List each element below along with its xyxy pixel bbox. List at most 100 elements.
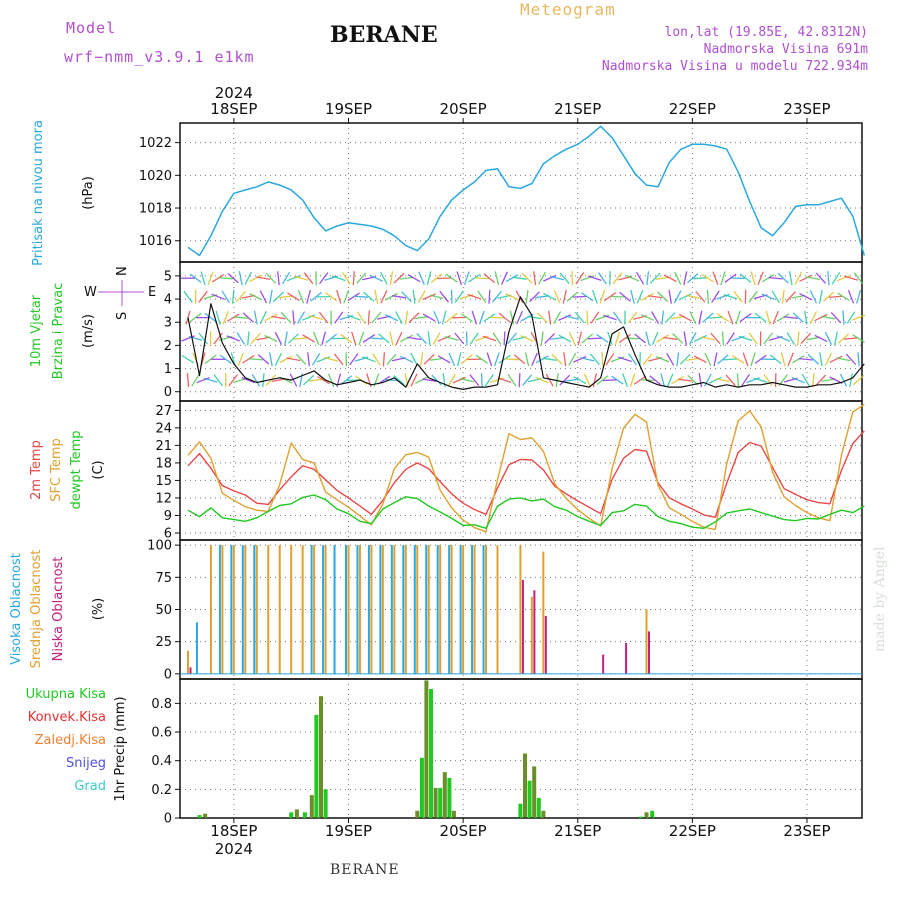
wind-arrow <box>811 373 815 388</box>
wind-arrow <box>540 331 544 346</box>
wind-arrow <box>648 295 663 299</box>
wind-arrow <box>661 310 665 325</box>
wind-arrow <box>559 272 570 285</box>
wind-arrow <box>824 352 833 366</box>
wind-arrow <box>520 335 534 342</box>
wind-arrow <box>603 314 617 321</box>
wind-arrow <box>247 331 250 346</box>
wind-arrow <box>352 271 355 286</box>
wind-arrow <box>259 311 267 325</box>
wind-arrow <box>486 352 493 367</box>
wind-arrow <box>395 331 403 346</box>
precip-bar <box>197 815 202 818</box>
wind-arrow <box>437 335 451 342</box>
wind-arrow <box>586 310 589 325</box>
wind-arrow <box>852 334 865 343</box>
wind-arrow <box>828 295 843 299</box>
temperature-panel-frame <box>179 400 863 541</box>
wind-arrow <box>588 275 602 282</box>
wind-arrow <box>287 292 300 301</box>
wind-arrow <box>441 310 447 325</box>
wind-arrow <box>318 311 329 324</box>
wind-arrow <box>259 290 268 304</box>
wind-arrow <box>249 293 263 301</box>
wind-arrow <box>349 353 359 366</box>
temperature-line-1 <box>187 403 865 533</box>
wind-arrow <box>664 312 676 324</box>
cloud-ylabel-high: Visoka Oblacnost <box>9 553 24 665</box>
y-tick-label: 4 <box>164 293 172 308</box>
wind-arrow <box>721 331 725 346</box>
wind-arrow <box>715 378 730 383</box>
wind-arrow <box>545 373 554 387</box>
wind-arrow <box>704 352 712 366</box>
wind-arrow <box>796 331 800 346</box>
wind-arrow <box>501 271 508 285</box>
wind-arrow <box>196 376 210 384</box>
wind-arrow <box>380 271 388 285</box>
wind-arrow <box>668 289 672 304</box>
wind-arrow <box>516 310 523 325</box>
wind-arrow <box>702 312 714 323</box>
wind-arrow <box>241 376 256 384</box>
precip-bar <box>451 810 456 818</box>
wind-arrow <box>437 355 451 364</box>
wind-arrow <box>799 274 813 282</box>
y-tick-label: 2 <box>164 339 172 354</box>
wind-arrow <box>563 352 567 367</box>
y-tick-label: 24 <box>155 421 172 436</box>
wind-arrow <box>522 374 533 386</box>
wind-arrow <box>562 289 567 304</box>
y-tick-label: 0.6 <box>151 726 172 741</box>
wind-arrow <box>512 276 527 280</box>
wind-arrow <box>687 273 699 284</box>
wind-arrow <box>822 291 835 302</box>
wind-arrow <box>656 334 670 343</box>
wind-arrow <box>218 276 233 280</box>
precip-bar <box>536 797 541 818</box>
wind-arrow <box>809 290 817 304</box>
wind-arrow <box>219 354 232 365</box>
wind-arrow <box>837 333 850 344</box>
wind-arrow <box>532 271 537 286</box>
wind-arrow <box>568 352 577 366</box>
model-altitude-label: Nadmorska Visina u modelu 722.934m <box>601 59 868 74</box>
wind-arrow <box>720 271 726 286</box>
wind-arrow <box>334 311 344 324</box>
wind-arrow <box>605 353 615 366</box>
day-label-top: 23SEP <box>783 100 830 118</box>
precip-legend-0: Ukupna Kisa <box>26 687 106 702</box>
precip-bar <box>644 812 649 818</box>
wind-arrow <box>294 337 309 340</box>
y-tick-label: 6 <box>164 526 172 541</box>
wind-arrow <box>294 275 308 281</box>
wind-arrow <box>829 355 843 363</box>
wind-arrow <box>663 274 677 283</box>
y-tick-label: 5 <box>164 269 172 284</box>
wind-arrow <box>827 271 830 286</box>
precip-bar <box>442 772 447 818</box>
wind-arrow <box>354 295 369 298</box>
wind-arrow <box>228 374 238 387</box>
wind-arrow <box>590 311 600 324</box>
wind-arrow <box>437 277 452 280</box>
wind-arrow <box>610 295 625 298</box>
wind-arrow <box>456 352 462 367</box>
wind-arrow <box>733 290 743 303</box>
wind-arrow <box>389 271 394 286</box>
wind-arrow <box>558 334 572 343</box>
wind-arrow <box>739 312 752 323</box>
cloud-ylabel-low: Niska Oblacnost <box>51 557 66 662</box>
wind-arrow <box>723 358 738 361</box>
precip-bar <box>289 812 294 818</box>
wind-arrow <box>651 311 660 325</box>
wind-arrow <box>612 272 623 285</box>
wind-arrow <box>480 373 483 388</box>
wind-arrow <box>685 294 700 299</box>
cloud-ylabel-mid: Srednja Oblacnost <box>29 550 44 669</box>
wind-arrow <box>640 314 655 321</box>
wind-arrow <box>529 291 540 303</box>
wind-arrow <box>748 332 758 345</box>
wind-arrow <box>483 273 496 284</box>
wind-arrow <box>442 373 446 388</box>
